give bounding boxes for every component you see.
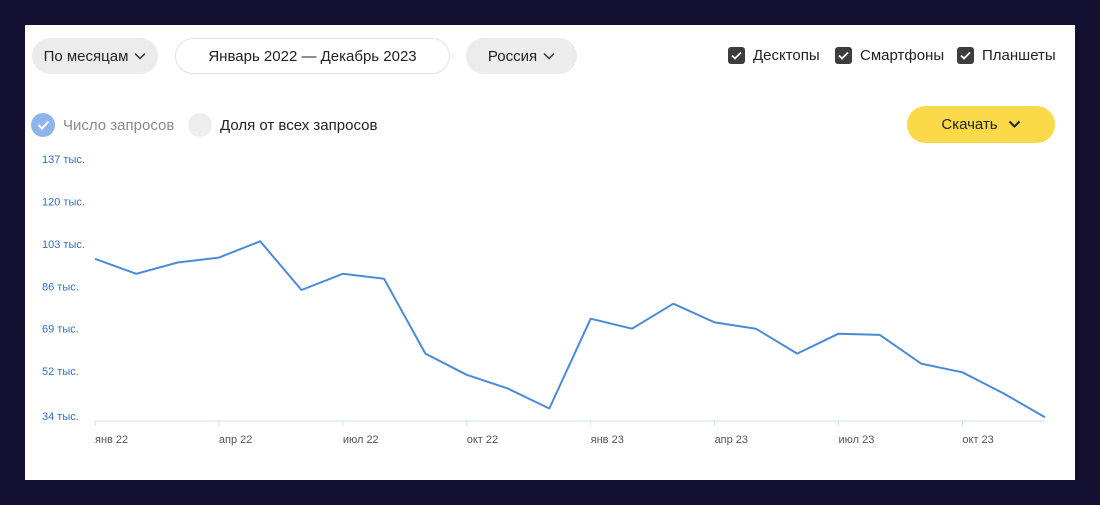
device-label: Десктопы (753, 47, 820, 64)
chevron-down-icon (1008, 120, 1020, 128)
x-tick-label: апр 22 (219, 434, 252, 446)
y-axis: 34 тыс. 52 тыс. 69 тыс. 86 тыс. 103 тыс. 120 … (42, 154, 85, 423)
region-select-label: Россия (487, 47, 538, 65)
x-tick-label: июл 22 (343, 434, 379, 446)
y-tick-label: 120 тыс. (42, 196, 85, 208)
checkbox-checked-icon[interactable] (957, 47, 974, 64)
y-tick-label: 34 тыс. (42, 411, 79, 423)
y-tick-label: 86 тыс. (42, 281, 79, 293)
device-label: Смартфоны (860, 47, 945, 64)
y-tick-label: 137 тыс. (42, 154, 85, 166)
date-range-label: Январь 2022 — Декабрь 2023 (208, 47, 417, 65)
checkbox-checked-icon[interactable] (835, 47, 852, 64)
search-stats-panel: По месяцам Январь 2022 — Декабрь 2023 Ро… (25, 25, 1075, 480)
metric-option-label: Доля от всех запросов (220, 116, 378, 134)
x-tick-label: апр 23 (715, 434, 748, 446)
period-select-label: По месяцам (43, 47, 129, 65)
x-tick-label: окт 23 (962, 434, 993, 446)
radio-checked-icon[interactable] (31, 113, 55, 137)
chevron-down-icon (543, 52, 555, 60)
series-line-query-count (94, 240, 1046, 419)
x-tick-label: окт 22 (467, 434, 498, 446)
device-checkbox-smartphone[interactable]: Смартфоны (835, 47, 944, 64)
device-checkbox-tablet[interactable]: Планшеты (957, 47, 1056, 64)
region-select[interactable]: Россия (466, 38, 577, 74)
y-tick-label: 52 тыс. (42, 366, 79, 378)
download-button[interactable]: Скачать (907, 106, 1055, 143)
checkbox-checked-icon[interactable] (728, 47, 745, 64)
radio-unchecked-icon[interactable] (188, 113, 212, 137)
line-chart: 34 тыс. 52 тыс. 69 тыс. 86 тыс. 103 тыс. 120 … (42, 154, 1046, 446)
metric-option-share[interactable]: Доля от всех запросов (188, 113, 377, 137)
metric-option-label: Число запросов (63, 116, 175, 134)
chevron-down-icon (134, 52, 146, 60)
x-tick-label: янв 23 (591, 434, 624, 446)
x-axis: янв 22 апр 22 июл 22 окт 22 янв 23 апр 23 июл … (94, 421, 994, 446)
metric-option-query-count[interactable]: Число запросов (31, 113, 174, 137)
date-range-picker[interactable]: Январь 2022 — Декабрь 2023 (175, 38, 450, 74)
x-tick-label: июл 23 (838, 434, 874, 446)
y-tick-label: 69 тыс. (42, 324, 79, 336)
x-tick-label: янв 22 (95, 434, 128, 446)
period-select[interactable]: По месяцам (32, 38, 158, 74)
device-label: Планшеты (982, 47, 1056, 64)
device-checkbox-desktop[interactable]: Десктопы (728, 47, 820, 64)
y-tick-label: 103 тыс. (42, 239, 85, 251)
download-button-label: Скачать (941, 116, 998, 133)
